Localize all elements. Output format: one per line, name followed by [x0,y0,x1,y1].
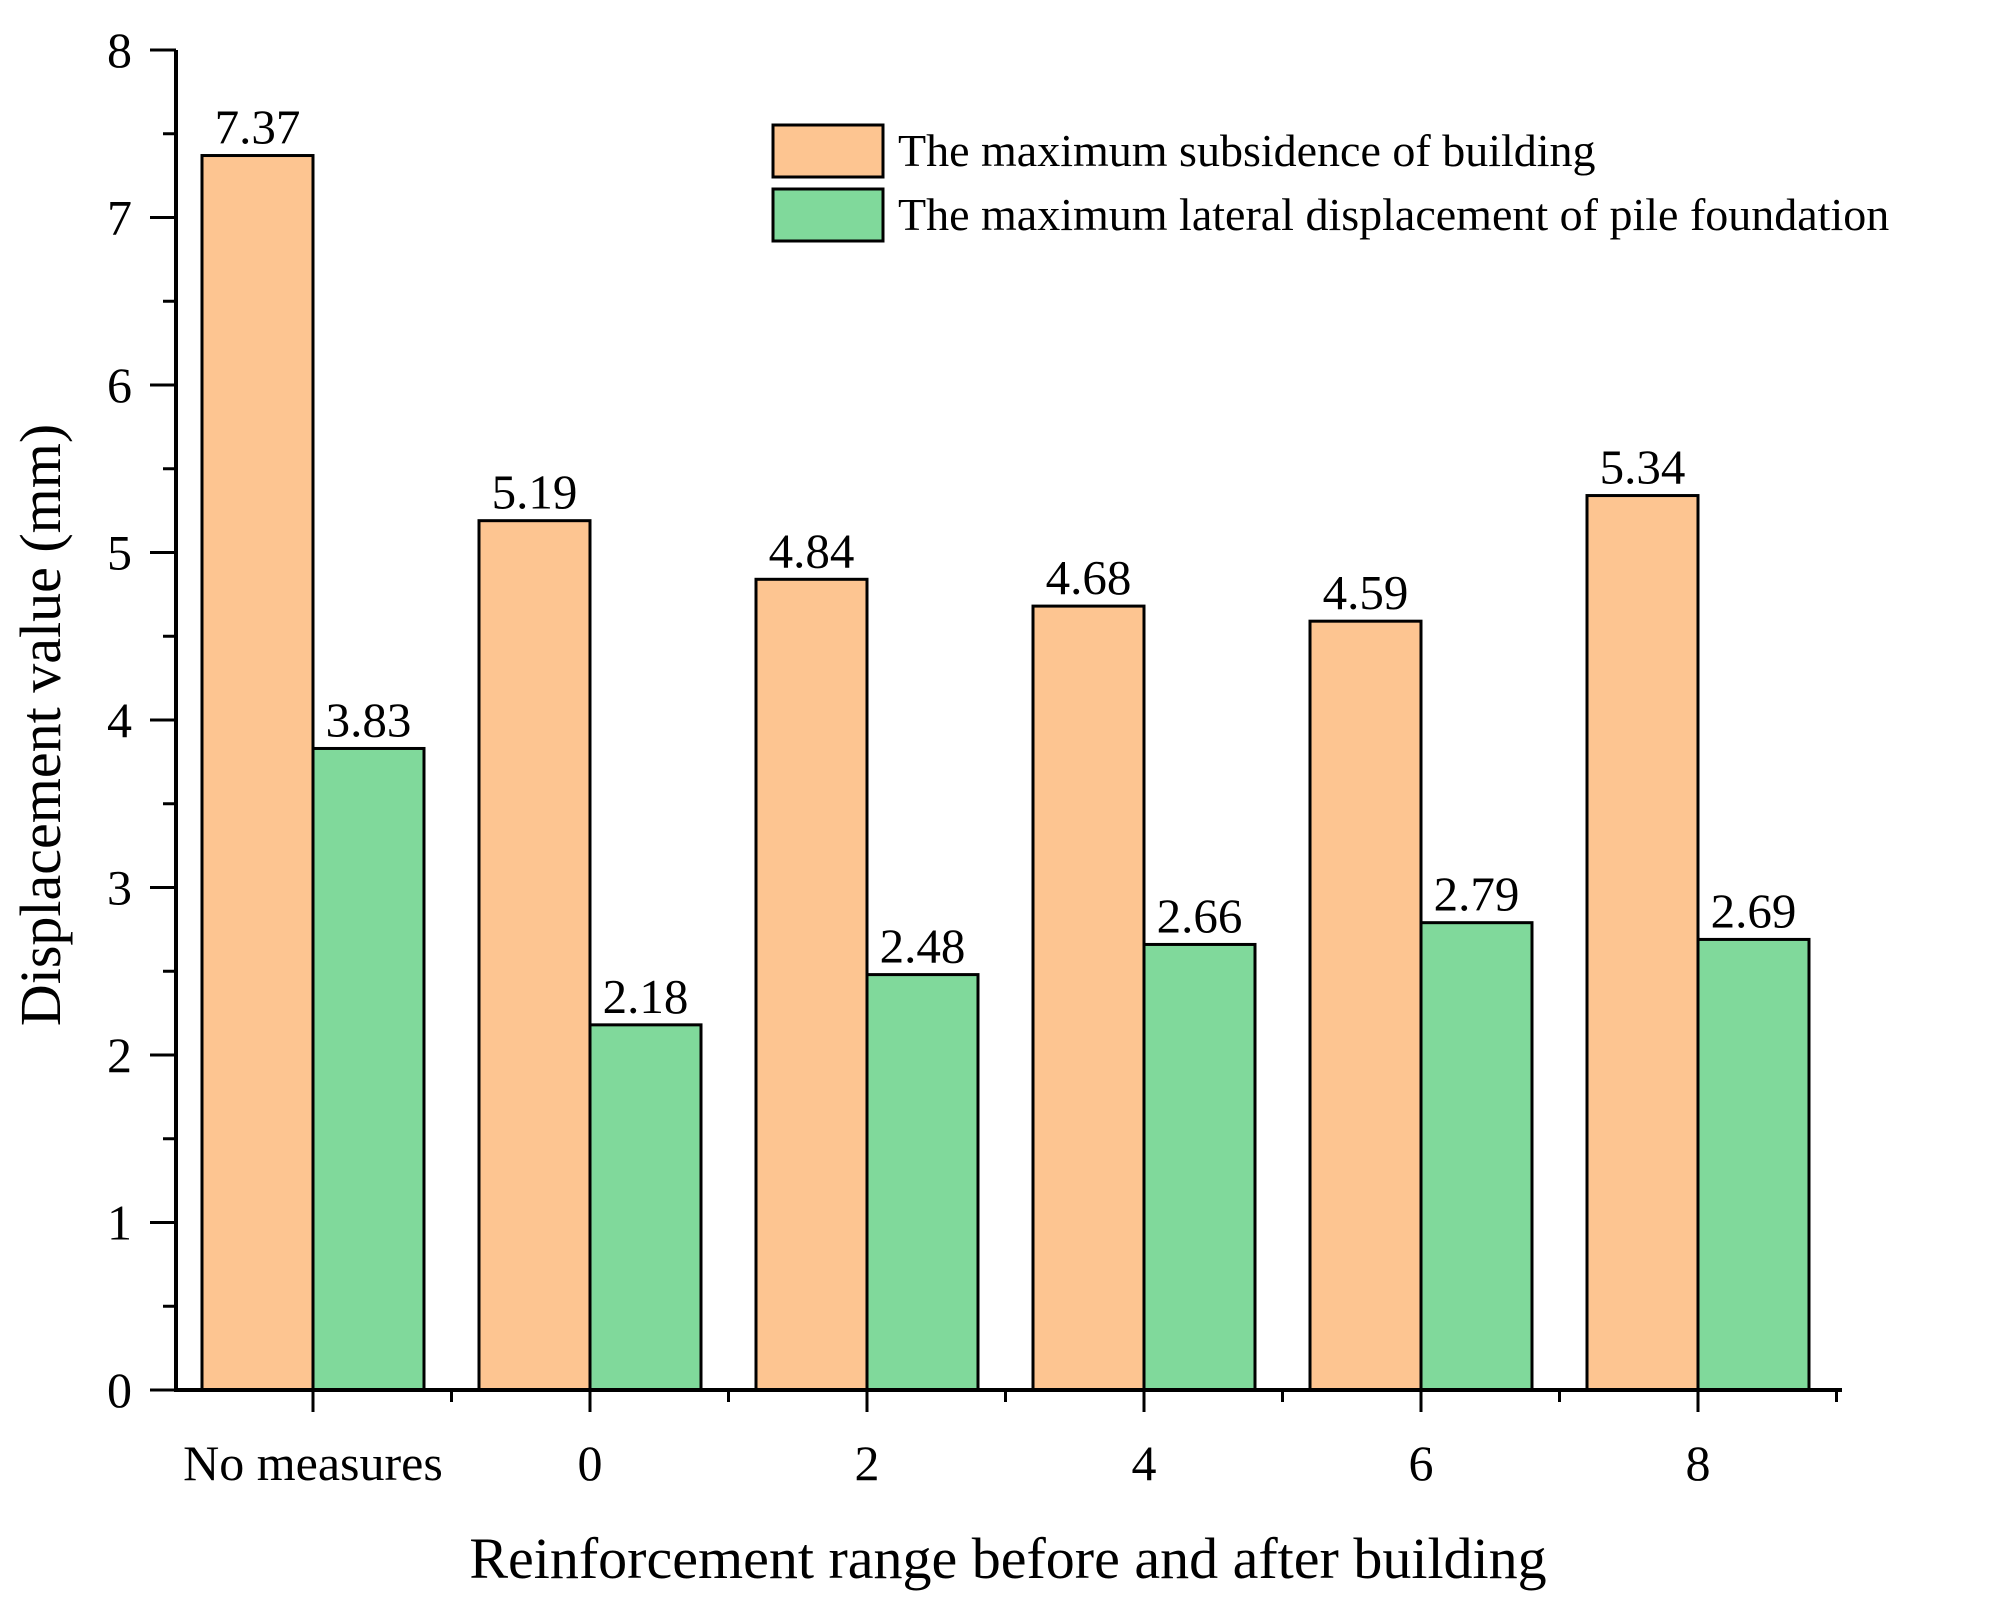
data-label-subsidence: 4.59 [1323,565,1409,620]
legend-swatch-subsidence [771,123,885,179]
data-label-lateral: 2.18 [603,969,689,1024]
bar-subsidence [200,154,315,1392]
data-label-subsidence: 5.19 [492,465,578,520]
x-tick-group: No measures 0 2 4 6 8 [183,1390,1838,1491]
legend-swatch-lateral [771,187,885,243]
bar-subsidence [1308,619,1423,1392]
bar-group [200,154,1811,1392]
data-label-lateral: 2.48 [880,919,966,974]
bar-subsidence [754,577,869,1392]
legend: The maximum subsidence of building The m… [771,123,1889,243]
y-tick-label: 6 [107,357,132,413]
y-tick-label: 2 [107,1027,132,1083]
data-label-subsidence: 7.37 [215,100,301,155]
data-label-subsidence: 4.84 [769,523,855,578]
legend-label-subsidence: The maximum subsidence of building [898,125,1596,176]
y-tick-group: 0 1 2 3 4 5 6 7 8 [107,22,176,1418]
data-label-subsidence: 5.34 [1600,440,1686,495]
bar-lateral [1142,942,1257,1392]
data-label-lateral: 3.83 [326,692,412,747]
bar-lateral [588,1023,703,1392]
legend-label-lateral: The maximum lateral displacement of pile… [898,189,1889,240]
data-label-subsidence: 4.68 [1046,550,1132,605]
y-tick-label: 1 [107,1195,132,1251]
y-tick-label: 8 [107,22,132,78]
x-tick-label: 4 [1132,1435,1157,1491]
y-tick-label: 5 [107,525,132,581]
bar-subsidence [1031,604,1146,1392]
y-axis-title: Displacement value (mm) [8,424,73,1026]
x-tick-label: No measures [183,1435,443,1491]
x-tick-label: 0 [578,1435,603,1491]
data-label-group: 7.37 3.83 5.19 2.18 4.84 2.48 4.68 2.66 4.59 2.79… [215,100,1797,1024]
y-tick-label: 0 [107,1362,132,1418]
y-tick-label: 3 [107,860,132,916]
data-label-lateral: 2.69 [1711,883,1797,938]
bar-subsidence [1585,494,1700,1392]
bar-subsidence [477,519,592,1392]
y-tick-label: 7 [107,190,132,246]
bar-lateral [1696,937,1811,1392]
bar-lateral [311,746,426,1392]
y-tick-label: 4 [107,692,132,748]
x-tick-label: 2 [855,1435,880,1491]
bar-lateral [865,973,980,1392]
x-tick-label: 8 [1686,1435,1711,1491]
data-label-lateral: 2.66 [1157,888,1243,943]
data-label-lateral: 2.79 [1434,867,1520,922]
x-axis-title: Reinforcement range before and after bui… [469,1526,1546,1591]
x-tick-label: 6 [1409,1435,1434,1491]
bar-lateral [1419,921,1534,1392]
